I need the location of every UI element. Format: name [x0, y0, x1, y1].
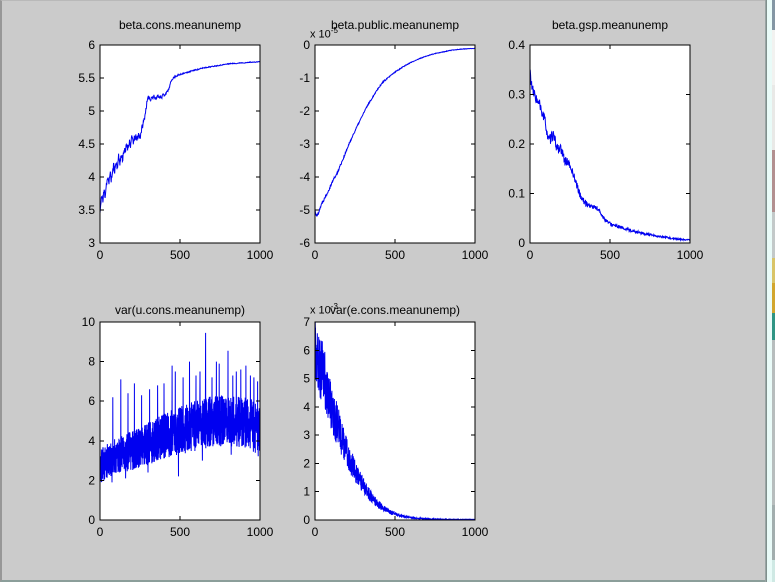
- exponent-base: x 10: [310, 28, 331, 41]
- svg-text:5: 5: [303, 372, 310, 386]
- svg-text:0: 0: [97, 525, 104, 539]
- svg-text:4.5: 4.5: [78, 137, 95, 151]
- svg-text:4: 4: [303, 400, 310, 414]
- svg-text:10: 10: [82, 315, 96, 329]
- svg-text:7: 7: [303, 315, 310, 329]
- desktop-fragment: [772, 560, 775, 582]
- svg-text:0: 0: [312, 525, 319, 539]
- svg-text:0: 0: [303, 38, 310, 52]
- svg-text:500: 500: [600, 248, 620, 262]
- svg-text:0.2: 0.2: [508, 137, 525, 151]
- svg-text:0: 0: [312, 248, 319, 262]
- svg-text:3.5: 3.5: [78, 203, 95, 217]
- desktop-fragment: [772, 313, 775, 340]
- desktop-fragment: [772, 0, 775, 30]
- svg-text:-5: -5: [299, 203, 310, 217]
- svg-text:1000: 1000: [247, 525, 274, 539]
- svg-text:0: 0: [97, 248, 104, 262]
- svg-text:1000: 1000: [247, 248, 274, 262]
- svg-text:5.5: 5.5: [78, 71, 95, 85]
- svg-text:0: 0: [303, 513, 310, 527]
- svg-text:500: 500: [170, 525, 190, 539]
- svg-text:0.4: 0.4: [508, 38, 525, 52]
- desktop-icon-fragments: [772, 0, 775, 582]
- plot-title-beta-public: beta.public.meanunemp: [330, 18, 460, 32]
- y-axis-exponent-label-var-e-cons: x 10-3: [310, 301, 338, 317]
- svg-text:-1: -1: [299, 71, 310, 85]
- svg-text:6: 6: [88, 38, 95, 52]
- svg-text:500: 500: [170, 248, 190, 262]
- axes-beta-gsp: 0 500 1000 0 0.1 0.2 0.3 0.4: [508, 38, 704, 262]
- svg-text:0: 0: [518, 236, 525, 250]
- axes-beta-public: 0 500 1000 -6 -5 -4 -3 -2 -1 0: [299, 38, 489, 262]
- exponent-superscript: -3: [330, 302, 338, 311]
- svg-text:8: 8: [88, 355, 95, 369]
- axes-var-e-cons: 0 500 1000 0 1 2 3 4 5 6 7: [303, 315, 489, 539]
- svg-text:0: 0: [527, 248, 534, 262]
- svg-text:1000: 1000: [462, 248, 489, 262]
- y-axis-exponent-label-beta-public: x 10-5: [310, 25, 338, 41]
- desktop-fragment: [772, 30, 775, 85]
- desktop-sliver: [765, 0, 775, 582]
- svg-text:2: 2: [88, 473, 95, 487]
- svg-text:0.3: 0.3: [508, 88, 525, 102]
- svg-text:1000: 1000: [462, 525, 489, 539]
- svg-text:500: 500: [385, 248, 405, 262]
- svg-text:4: 4: [88, 170, 95, 184]
- svg-text:500: 500: [385, 525, 405, 539]
- svg-text:-2: -2: [299, 104, 310, 118]
- plot-title-var-e-cons: var(e.cons.meanunemp): [329, 303, 461, 317]
- axes-var-u-cons: 0 500 1000 0 2 4 6 8 10: [82, 315, 274, 539]
- desktop-fragment: [772, 212, 775, 258]
- desktop-fragment: [772, 85, 775, 150]
- svg-text:3: 3: [303, 428, 310, 442]
- svg-text:-6: -6: [299, 236, 310, 250]
- desktop-fragment: [772, 340, 775, 505]
- desktop-fragment: [772, 150, 775, 212]
- svg-text:2: 2: [303, 456, 310, 470]
- svg-text:1000: 1000: [677, 248, 704, 262]
- plot-title-beta-cons: beta.cons.meanunemp: [118, 18, 242, 32]
- svg-text:-3: -3: [299, 137, 310, 151]
- svg-text:-4: -4: [299, 170, 310, 184]
- svg-text:5: 5: [88, 104, 95, 118]
- svg-text:0.1: 0.1: [508, 187, 525, 201]
- svg-text:6: 6: [303, 343, 310, 357]
- plot-title-var-u-cons: var(u.cons.meanunemp): [114, 303, 246, 317]
- exponent-superscript: -5: [330, 26, 338, 35]
- desktop-fragment: [772, 283, 775, 313]
- svg-text:4: 4: [88, 434, 95, 448]
- plot-title-beta-gsp: beta.gsp.meanunemp: [551, 18, 669, 32]
- desktop-fragment: [772, 258, 775, 283]
- svg-text:3: 3: [88, 236, 95, 250]
- svg-text:6: 6: [88, 394, 95, 408]
- svg-text:0: 0: [88, 513, 95, 527]
- axes-beta-cons: 0 500 1000 3 3.5 4 4.5 5 5.5 6: [78, 38, 274, 262]
- exponent-base: x 10: [310, 304, 331, 317]
- svg-text:1: 1: [303, 485, 310, 499]
- desktop-fragment: [772, 505, 775, 560]
